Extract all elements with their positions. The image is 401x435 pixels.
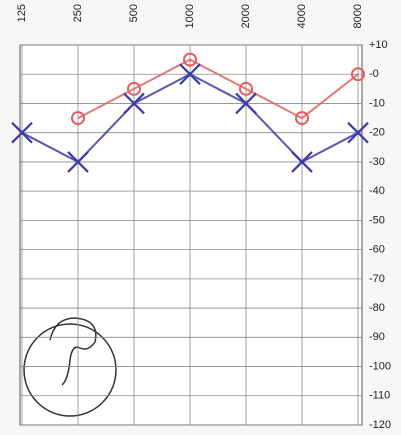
y-tick-label: -70	[369, 273, 385, 285]
y-tick-label: -60	[369, 244, 385, 256]
marker	[351, 67, 365, 82]
y-tick-label: +10	[369, 39, 388, 51]
marker	[291, 151, 313, 173]
y-tick-label: -50	[369, 214, 385, 226]
marker-stroke	[347, 121, 369, 144]
x-tick-label: 2000	[240, 4, 252, 28]
marker	[67, 151, 89, 173]
x-tick-label: 8000	[352, 4, 364, 28]
marker	[239, 81, 253, 96]
marker	[235, 92, 257, 115]
y-tick-label: -120	[369, 419, 391, 431]
marker	[123, 92, 145, 115]
y-tick-label: -10	[369, 97, 385, 109]
marker-stroke	[67, 151, 89, 173]
marker-stroke	[291, 151, 313, 173]
ear-diagram	[23, 317, 117, 417]
marker	[183, 52, 197, 67]
x-tick-label: 125	[16, 4, 28, 22]
y-tick-label: -0	[369, 68, 379, 80]
marker	[11, 121, 33, 144]
y-tick-label: -90	[369, 331, 385, 343]
y-tick-label: -20	[369, 127, 385, 139]
marker-stroke	[179, 63, 201, 86]
marker	[347, 121, 369, 144]
x-tick-label: 1000	[184, 4, 196, 28]
plot-frame	[19, 44, 363, 426]
marker-stroke	[123, 92, 145, 115]
marker	[179, 63, 201, 86]
y-tick-label: -100	[369, 360, 391, 372]
x-tick-label: 4000	[296, 4, 308, 28]
marker	[295, 111, 309, 126]
marker-stroke	[11, 121, 33, 144]
x-tick-label: 250	[72, 4, 84, 22]
x-tick-label: 500	[128, 4, 140, 22]
y-tick-label: -110	[369, 390, 390, 402]
y-tick-label: -80	[369, 302, 385, 314]
marker	[127, 81, 141, 96]
y-tick-label: -40	[369, 185, 385, 197]
marker-stroke	[235, 92, 257, 115]
y-tick-label: -30	[369, 156, 385, 168]
marker	[71, 111, 85, 126]
